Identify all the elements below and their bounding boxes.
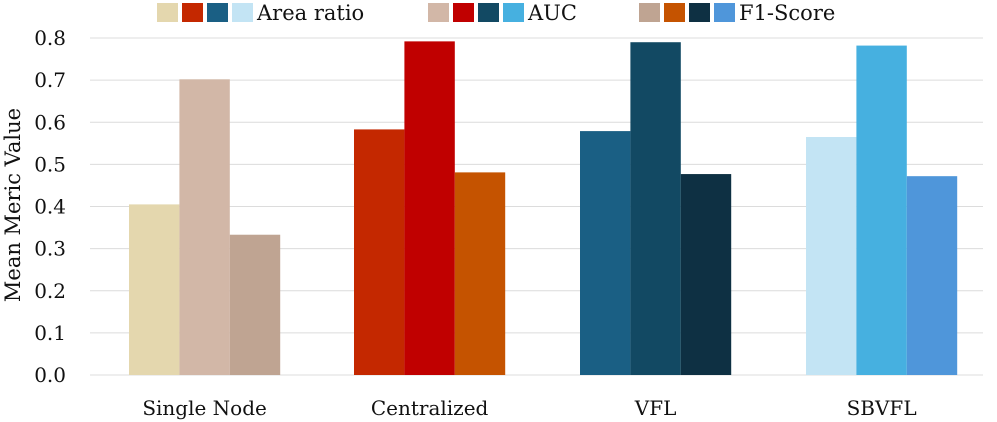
legend-swatch [182, 3, 203, 22]
y-tick-label: 0.3 [34, 237, 66, 261]
legend-swatch [232, 3, 253, 22]
bar-area-ratio-single-node [129, 204, 180, 375]
y-tick-label: 0.4 [34, 195, 66, 219]
x-category-label: VFL [634, 396, 677, 420]
bar-auc-single-node [179, 79, 230, 375]
y-tick-label: 0.7 [34, 68, 66, 92]
x-category-label: Single Node [142, 396, 267, 420]
x-category-label: SBVFL [847, 396, 917, 420]
legend-swatch [453, 3, 474, 22]
legend-swatch [714, 3, 735, 22]
bar-area-ratio-sbvfl [806, 136, 857, 375]
bar-area-ratio-centralized [354, 129, 405, 375]
legend-label: F1-Score [739, 1, 835, 25]
legend-swatch [428, 3, 449, 22]
y-tick-label: 0.5 [34, 152, 66, 176]
x-category-label: Centralized [371, 396, 489, 420]
y-tick-label: 0.6 [34, 110, 66, 134]
bars [129, 41, 958, 376]
legend-swatch [478, 3, 499, 22]
legend-label: AUC [527, 1, 577, 25]
legend-swatch [503, 3, 524, 22]
y-axis-ticks: 0.0 0.1 0.2 0.3 0.4 0.5 0.6 0.7 0.8 [34, 26, 66, 387]
bar-f1-score-sbvfl [906, 176, 958, 375]
legend-label: Area ratio [256, 1, 364, 25]
bar-auc-centralized [404, 41, 455, 376]
bar-f1-score-centralized [454, 172, 506, 375]
legend: Area ratio AUC F1-Score [157, 1, 835, 25]
bar-area-ratio-vfl [580, 131, 631, 375]
bar-auc-sbvfl [856, 45, 907, 376]
y-tick-label: 0.2 [34, 279, 66, 303]
legend-swatch [664, 3, 685, 22]
y-tick-label: 0.0 [34, 363, 66, 387]
legend-swatch [207, 3, 228, 22]
y-tick-label: 0.1 [34, 321, 66, 345]
legend-swatch [639, 3, 660, 22]
bar-f1-score-single-node [229, 234, 281, 375]
legend-swatch [689, 3, 710, 22]
legend-swatch [157, 3, 178, 22]
y-tick-label: 0.8 [34, 26, 66, 50]
bar-f1-score-vfl [680, 174, 732, 375]
bar-auc-vfl [630, 42, 681, 376]
x-axis-categories: Single Node Centralized VFL SBVFL [142, 396, 916, 420]
y-axis-title: Mean Meric Value [1, 108, 25, 302]
